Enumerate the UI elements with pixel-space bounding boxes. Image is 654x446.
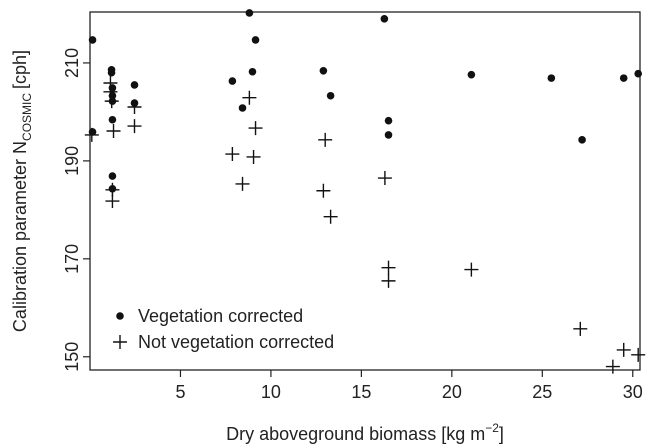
point bbox=[105, 194, 120, 209]
point bbox=[381, 273, 396, 288]
point bbox=[319, 66, 328, 75]
x-tick-label: 30 bbox=[623, 382, 643, 402]
x-label-main: Dry aboveground biomass [kg m bbox=[226, 424, 485, 444]
point bbox=[326, 91, 335, 100]
point bbox=[103, 84, 118, 99]
point bbox=[130, 81, 139, 89]
point bbox=[323, 209, 338, 224]
point bbox=[578, 136, 586, 144]
point bbox=[108, 172, 117, 180]
point bbox=[88, 128, 97, 136]
point bbox=[547, 74, 556, 82]
point bbox=[384, 116, 393, 125]
y-tick-label: 150 bbox=[62, 342, 82, 372]
x-label-end: ] bbox=[499, 424, 504, 444]
legend-label: Vegetation corrected bbox=[138, 306, 303, 326]
point bbox=[245, 9, 254, 17]
point bbox=[242, 90, 257, 105]
point bbox=[573, 321, 588, 336]
point bbox=[248, 67, 257, 76]
y-axis-label: Calibration parameter NCOSMIC [cph] bbox=[10, 50, 34, 332]
y-label-sub: COSMIC bbox=[20, 93, 34, 141]
point bbox=[127, 100, 142, 115]
y-tick-label: 190 bbox=[62, 146, 82, 176]
x-tick-label: 25 bbox=[532, 382, 552, 402]
point bbox=[384, 131, 393, 139]
point bbox=[127, 119, 142, 134]
x-axis-label: Dry aboveground biomass [kg m−2] bbox=[226, 421, 504, 444]
plot-frame bbox=[89, 11, 641, 371]
x-tick-label: 10 bbox=[261, 382, 281, 402]
legend-label: Not vegetation corrected bbox=[138, 332, 334, 352]
point bbox=[631, 347, 646, 362]
point bbox=[106, 124, 121, 139]
point bbox=[84, 127, 99, 142]
x-tick-label: 5 bbox=[175, 382, 185, 402]
point bbox=[318, 132, 333, 147]
point bbox=[619, 74, 628, 82]
point bbox=[467, 70, 476, 79]
y-label-unit: [cph] bbox=[10, 50, 30, 89]
legend-marker bbox=[113, 335, 127, 349]
y-tick-label: 210 bbox=[62, 48, 82, 78]
point bbox=[248, 121, 263, 136]
point bbox=[108, 115, 117, 124]
point bbox=[228, 77, 237, 85]
point bbox=[316, 183, 331, 198]
point bbox=[88, 36, 97, 44]
point bbox=[605, 359, 620, 374]
x-label-sup: −2 bbox=[485, 421, 499, 435]
legend-marker bbox=[116, 312, 124, 320]
point bbox=[225, 147, 240, 162]
point bbox=[381, 260, 396, 275]
point bbox=[251, 36, 260, 44]
point bbox=[235, 176, 250, 191]
y-label-main: Calibration parameter N bbox=[10, 141, 30, 332]
point bbox=[107, 68, 116, 77]
point bbox=[634, 69, 642, 78]
point bbox=[377, 171, 392, 186]
point bbox=[238, 104, 247, 112]
y-tick-label: 170 bbox=[62, 244, 82, 274]
x-tick-label: 15 bbox=[351, 382, 371, 402]
point bbox=[246, 149, 261, 164]
point bbox=[616, 342, 631, 357]
point bbox=[380, 15, 389, 23]
point bbox=[104, 94, 119, 109]
x-tick-label: 20 bbox=[442, 382, 462, 402]
point bbox=[464, 262, 479, 277]
